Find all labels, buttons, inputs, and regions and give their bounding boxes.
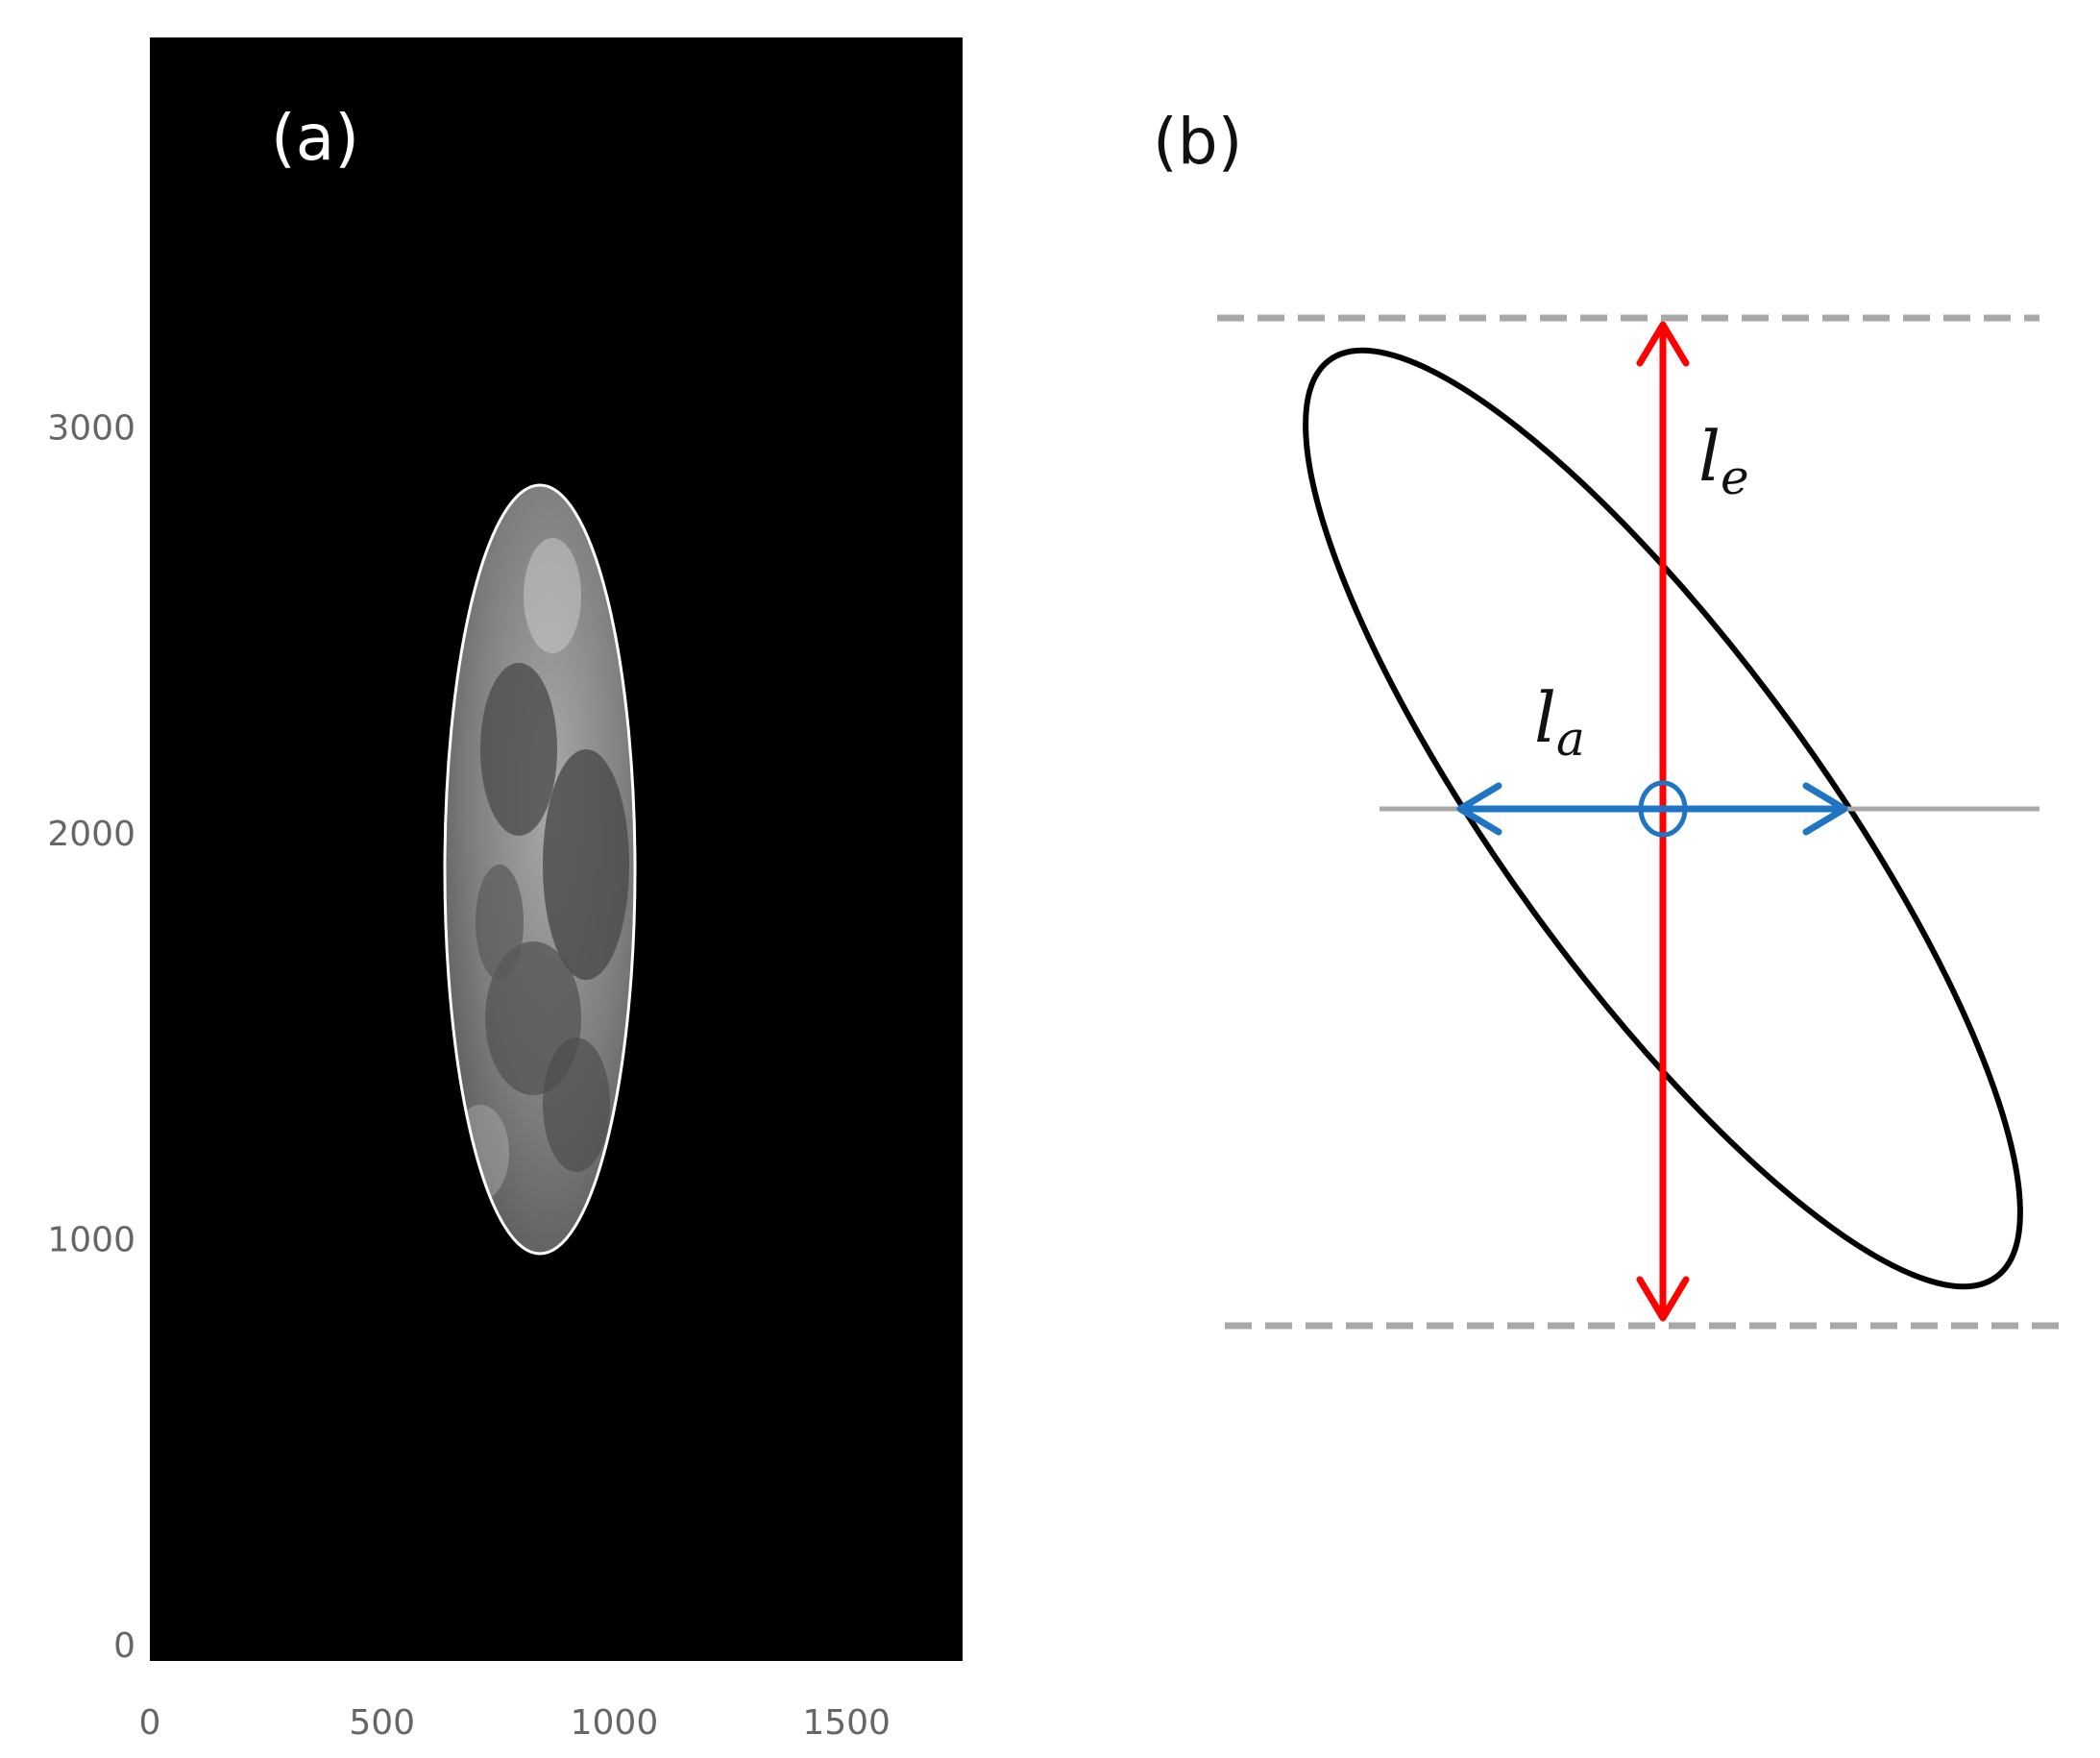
subscript: a xyxy=(1556,711,1585,767)
ellipse xyxy=(1303,347,2023,1290)
center-marker xyxy=(1638,780,1688,838)
arrow-head xyxy=(1456,782,1848,836)
y-tick-label: 1000 xyxy=(47,1221,135,1260)
length-label: la xyxy=(1534,677,1585,767)
arrow-head xyxy=(1636,321,1690,1322)
subscript: e xyxy=(1721,450,1749,505)
panel-label: (a) xyxy=(271,101,359,175)
x-tick-label: 1500 xyxy=(802,1703,891,1743)
x-tick-label: 0 xyxy=(139,1703,161,1743)
y-tick-label: 0 xyxy=(113,1626,135,1666)
x-tick-label: 1000 xyxy=(571,1703,659,1743)
panel-label: (b) xyxy=(1153,105,1242,179)
moon-image xyxy=(445,485,635,1254)
symbol: l xyxy=(1698,416,1721,497)
length-label: le xyxy=(1698,416,1749,505)
y-tick-label: 3000 xyxy=(47,409,135,449)
symbol: l xyxy=(1534,677,1556,758)
moon-outline xyxy=(443,483,637,1256)
y-tick-label: 2000 xyxy=(47,815,135,854)
x-tick-label: 500 xyxy=(349,1703,415,1743)
axes: 0 500 1000 1500 0 1000 2000 3000 xyxy=(47,409,891,1744)
